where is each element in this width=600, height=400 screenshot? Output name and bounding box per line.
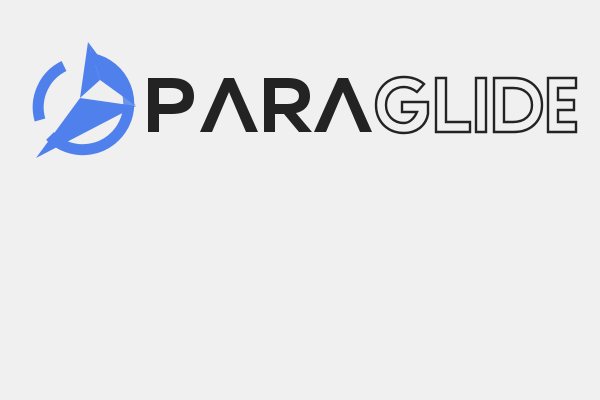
emblem-ring-left-arc xyxy=(32,61,67,122)
paraglide-wordmark xyxy=(148,75,578,135)
plane-right-wing xyxy=(88,42,136,106)
emblem-ring xyxy=(46,52,135,156)
plane-upper-wing xyxy=(80,42,100,98)
wordmark-glide xyxy=(374,75,578,135)
wordmark-para xyxy=(148,78,372,132)
plane-fold-shade xyxy=(80,80,136,106)
plane-lower-wing xyxy=(36,98,136,158)
paper-plane-emblem-icon xyxy=(32,42,136,158)
